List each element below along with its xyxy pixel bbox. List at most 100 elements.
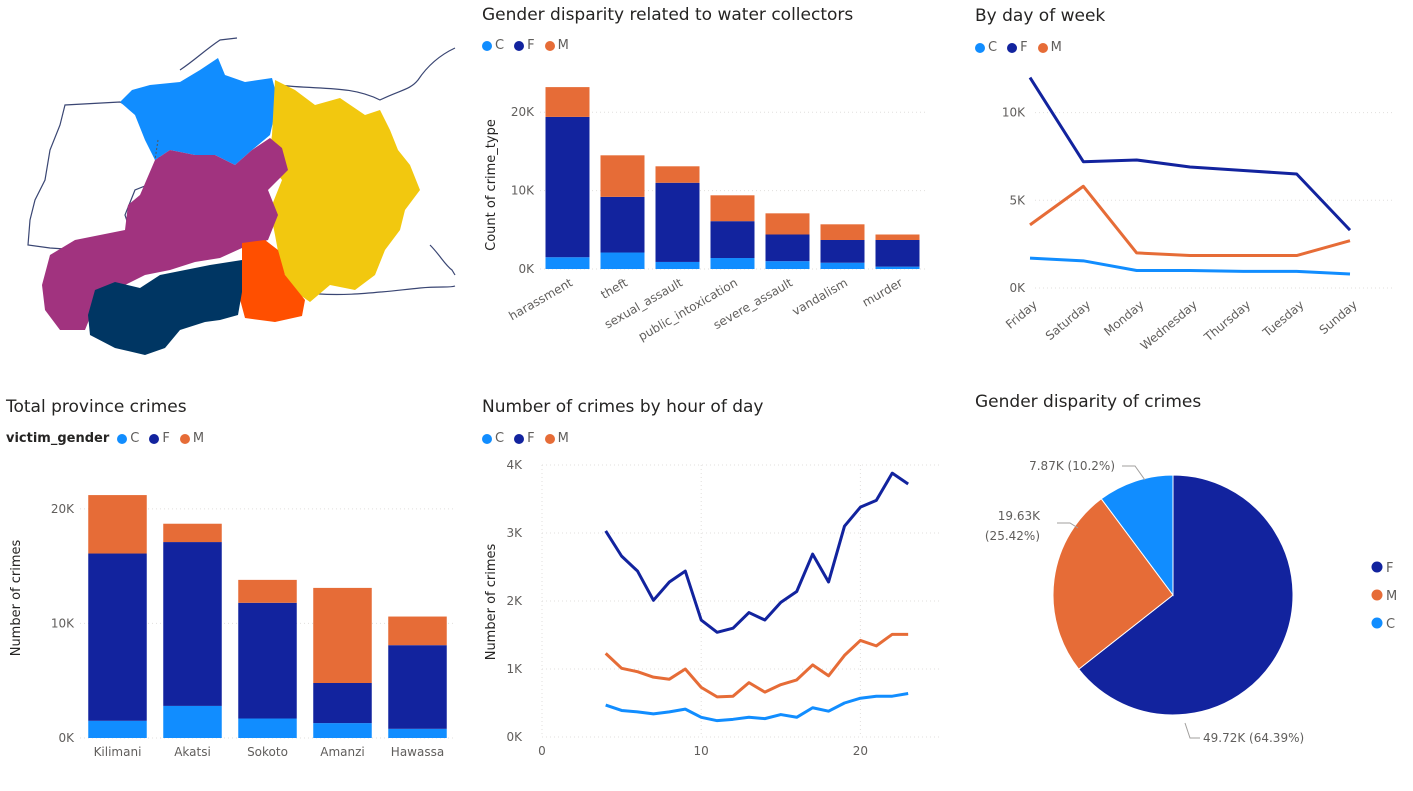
legend-dot-f xyxy=(514,433,525,444)
bar-amanzi-c xyxy=(313,723,372,738)
legend-dot-f xyxy=(149,433,160,444)
legend-item-m[interactable]: M xyxy=(179,431,204,446)
x-tick-label: Akatsi xyxy=(174,745,211,759)
bar-harassment-c xyxy=(545,257,590,269)
x-tick-label: harassment xyxy=(506,275,575,323)
x-tick-label: vandalism xyxy=(790,275,850,318)
x-tick-label: Monday xyxy=(1101,298,1146,339)
x-tick-label: public_intoxication xyxy=(636,275,740,343)
hour-chart-svg[interactable]: Number of crimes 0K 1K 2K 3K 4K 0 10 20 xyxy=(470,450,960,790)
y-tick-label: 1K xyxy=(506,662,523,676)
x-tick-label: Tuesday xyxy=(1259,298,1306,341)
bar-theft-c xyxy=(600,252,645,269)
hour-legend: C F M xyxy=(482,431,579,446)
province-panel: Total province crimes victim_gender C F … xyxy=(0,390,470,791)
bar-amanzi-f xyxy=(313,683,372,724)
legend-label-f: F xyxy=(1020,40,1028,55)
legend-item-c[interactable]: C xyxy=(975,40,997,55)
map-river-1 xyxy=(179,37,238,71)
south-region[interactable] xyxy=(88,260,242,355)
data-label-c: 7.87K (10.2%) xyxy=(1029,459,1115,473)
data-label-m: (25.42%) xyxy=(985,529,1040,543)
legend-label-m: M xyxy=(1050,40,1062,55)
legend-label-c: C xyxy=(495,431,505,446)
map-border-dashed xyxy=(154,139,159,161)
x-tick-label: 10 xyxy=(694,744,709,758)
legend-label-m: M xyxy=(557,38,569,53)
y-tick-label: 5K xyxy=(1009,193,1026,207)
data-label-f: 49.72K (64.39%) xyxy=(1203,731,1304,745)
x-tick-label: Friday xyxy=(1003,298,1040,332)
bar-sexual-assault-m xyxy=(655,166,700,183)
bar-harassment-m xyxy=(545,87,590,117)
bar-kilimani-c xyxy=(88,720,147,738)
southeast-region[interactable] xyxy=(238,240,305,322)
legend-item-f[interactable]: F xyxy=(514,38,535,53)
central-region[interactable] xyxy=(42,138,288,330)
y-tick-label: 0K xyxy=(58,731,75,745)
y-tick-label: 0K xyxy=(1009,281,1026,295)
legend-dot-c xyxy=(975,42,985,53)
hour-chart-title: Number of crimes by hour of day xyxy=(482,397,764,417)
province-map[interactable] xyxy=(20,30,460,370)
legend-item-m[interactable]: M xyxy=(544,431,569,446)
bar-akatsi-c xyxy=(163,705,222,738)
series-line-f xyxy=(1028,76,1352,232)
water-chart-svg[interactable]: Count of crime_type 0K 10K 20K harassment th… xyxy=(470,60,940,380)
y-tick-label: 10K xyxy=(1002,106,1026,120)
bar-harassment-f xyxy=(545,116,590,258)
legend-label-m: M xyxy=(557,431,569,446)
x-tick-label: 20 xyxy=(853,744,868,758)
legend-item-m[interactable]: M xyxy=(544,38,569,53)
legend-label-f: F xyxy=(527,431,535,446)
legend-label-c: C xyxy=(988,40,998,55)
x-tick-label: Kilimani xyxy=(94,745,142,759)
legend-item-c[interactable]: C xyxy=(117,431,139,446)
legend-item-m[interactable]: M xyxy=(1037,40,1062,55)
series-line-c xyxy=(605,692,909,723)
legend-label-f: F xyxy=(527,38,535,53)
legend-dot-f xyxy=(1007,42,1018,53)
province-chart-svg[interactable]: Number of crimes 0K 10K 20K Kilimani Akatsi S… xyxy=(0,450,470,790)
north-region[interactable] xyxy=(120,58,278,165)
east-region[interactable] xyxy=(268,80,420,302)
dow-chart-title: By day of week xyxy=(975,6,1106,26)
bar-severe-assault-f xyxy=(765,234,810,262)
legend-dot-c xyxy=(1371,617,1383,629)
bar-murder-f xyxy=(875,239,920,267)
legend-label-f: F xyxy=(162,431,170,446)
bar-kilimani-m xyxy=(88,495,147,554)
province-legend: victim_gender C F M xyxy=(6,431,214,446)
pie-chart-svg[interactable]: 49.72K (64.39%) 19.63K (25.42%) 7.87K (10.2… xyxy=(960,420,1413,790)
bar-murder-c xyxy=(875,266,920,269)
legend-dot-m xyxy=(179,433,190,444)
pie-slice-m xyxy=(1052,498,1174,670)
bar-kilimani-f xyxy=(88,553,147,721)
legend-item-f[interactable]: F xyxy=(149,431,170,446)
x-tick-label: Hawassa xyxy=(391,745,444,759)
y-tick-label: 10K xyxy=(51,616,75,630)
pie-panel: Gender disparity of crimes 49.72K (64.39… xyxy=(960,390,1413,791)
legend-dot-m xyxy=(1371,589,1383,601)
y-tick-label: 2K xyxy=(506,594,523,608)
dow-legend: C F M xyxy=(975,40,1072,55)
y-tick-label: 20K xyxy=(511,105,535,119)
x-tick-label: 0 xyxy=(538,744,546,758)
legend-item-c[interactable]: C xyxy=(482,431,504,446)
bar-public-intoxication-c xyxy=(710,258,755,269)
legend-title: victim_gender xyxy=(6,431,110,446)
legend-item-f[interactable]: F xyxy=(514,431,535,446)
pie-chart-title: Gender disparity of crimes xyxy=(975,392,1202,412)
legend-dot-f xyxy=(514,40,525,51)
bar-sexual-assault-c xyxy=(655,261,700,269)
x-tick-label: Sunday xyxy=(1317,298,1360,338)
series-line-m xyxy=(604,632,909,699)
hour-y-axis-label: Number of crimes xyxy=(484,543,499,660)
bar-theft-f xyxy=(600,196,645,253)
legend-item-c[interactable]: C xyxy=(482,38,504,53)
legend-item-f[interactable]: F xyxy=(1007,40,1028,55)
map-svg xyxy=(27,37,456,355)
legend-label-c: C xyxy=(1386,617,1395,632)
water-panel: Gender disparity related to water collec… xyxy=(470,0,940,380)
